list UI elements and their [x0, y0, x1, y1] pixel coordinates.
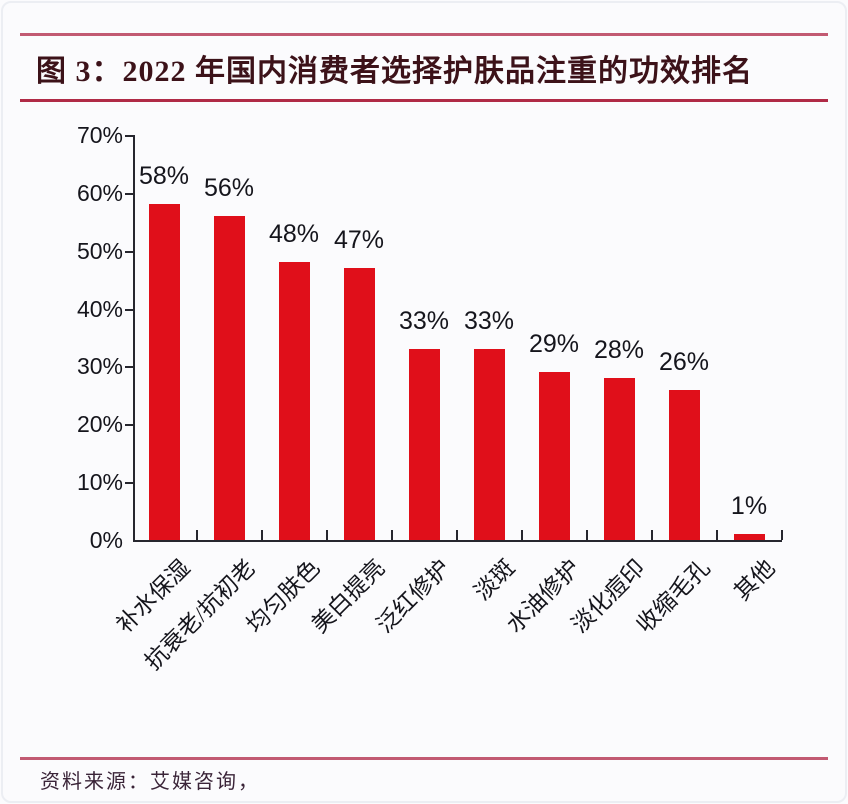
bar-value-label: 47%	[333, 226, 385, 255]
y-axis-tick-label: 60%	[76, 179, 123, 206]
top-divider-line	[20, 33, 828, 36]
y-axis-tick-label: 50%	[76, 237, 123, 264]
bar-value-label: 33%	[463, 307, 515, 336]
bar	[733, 534, 765, 540]
bar-value-label: 48%	[268, 220, 320, 249]
bar-value-label: 56%	[203, 174, 255, 202]
chart-title: 图 3：2022 年国内消费者选择护肤品注重的功效排名	[36, 55, 753, 88]
y-axis-tick-label: 20%	[76, 411, 123, 438]
x-axis-tick	[260, 530, 263, 540]
x-axis-tick	[195, 530, 198, 540]
y-axis-tick	[125, 482, 133, 485]
bar-value-label: 58%	[138, 162, 190, 191]
bar	[148, 204, 180, 540]
y-axis-tick	[125, 308, 133, 311]
y-axis-tick-label: 0%	[89, 527, 123, 553]
x-axis-tick	[455, 530, 458, 540]
y-axis-tick-label: 10%	[76, 469, 123, 496]
bar-value-label: 26%	[658, 347, 710, 376]
x-axis-line	[133, 540, 782, 542]
y-axis-tick-label: 40%	[76, 295, 123, 322]
source-note: 资料来源：艾媒咨询，	[40, 771, 260, 793]
x-axis-tick	[520, 530, 523, 540]
x-axis-tick	[650, 530, 653, 540]
y-axis-line	[133, 135, 135, 542]
footer-divider-line	[20, 757, 828, 760]
bar	[343, 268, 375, 540]
x-axis-tick	[715, 530, 718, 540]
bar-value-label: 29%	[528, 330, 580, 359]
y-axis-tick	[125, 192, 133, 195]
bar	[668, 389, 700, 540]
x-axis-tick	[780, 530, 783, 540]
bar-value-label: 28%	[593, 336, 645, 364]
bar-value-label: 1%	[730, 492, 768, 521]
x-axis-tick	[390, 530, 393, 540]
x-axis-category-label: 其他	[729, 554, 780, 606]
bar	[603, 378, 635, 540]
bar	[473, 349, 505, 540]
y-axis-tick	[125, 135, 133, 137]
y-axis-tick-label: 30%	[76, 353, 123, 380]
x-axis-tick	[325, 530, 328, 540]
y-axis-tick-label: 70%	[76, 122, 123, 148]
bar	[278, 262, 310, 540]
y-axis-tick	[125, 250, 133, 253]
bar	[408, 349, 440, 540]
bar	[538, 372, 570, 540]
x-axis-tick	[585, 530, 588, 540]
bar	[213, 216, 245, 540]
bar-value-label: 33%	[398, 307, 450, 336]
y-axis-tick	[125, 366, 133, 369]
title-underline	[20, 99, 828, 102]
y-axis-tick	[125, 424, 133, 427]
